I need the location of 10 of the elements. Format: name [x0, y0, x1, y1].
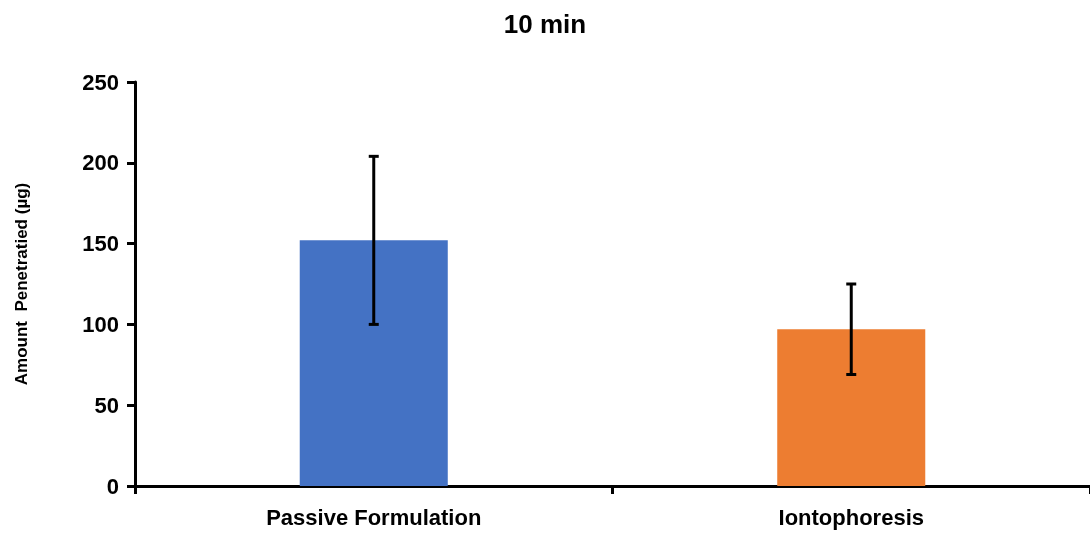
y-tick-label: 0	[106, 473, 119, 499]
x-tick-label: Iontophoresis	[778, 504, 924, 530]
y-tick-label: 50	[94, 392, 119, 418]
chart-title: 10 min	[503, 9, 587, 39]
y-axis-title: Amount Penetratied (µg)	[12, 182, 31, 386]
y-tick-label: 150	[82, 231, 119, 257]
x-tick-label: Passive Formulation	[266, 504, 482, 530]
y-tick-label: 100	[82, 311, 119, 337]
y-tick-label: 250	[82, 69, 119, 95]
y-tick-label: 200	[82, 150, 119, 176]
